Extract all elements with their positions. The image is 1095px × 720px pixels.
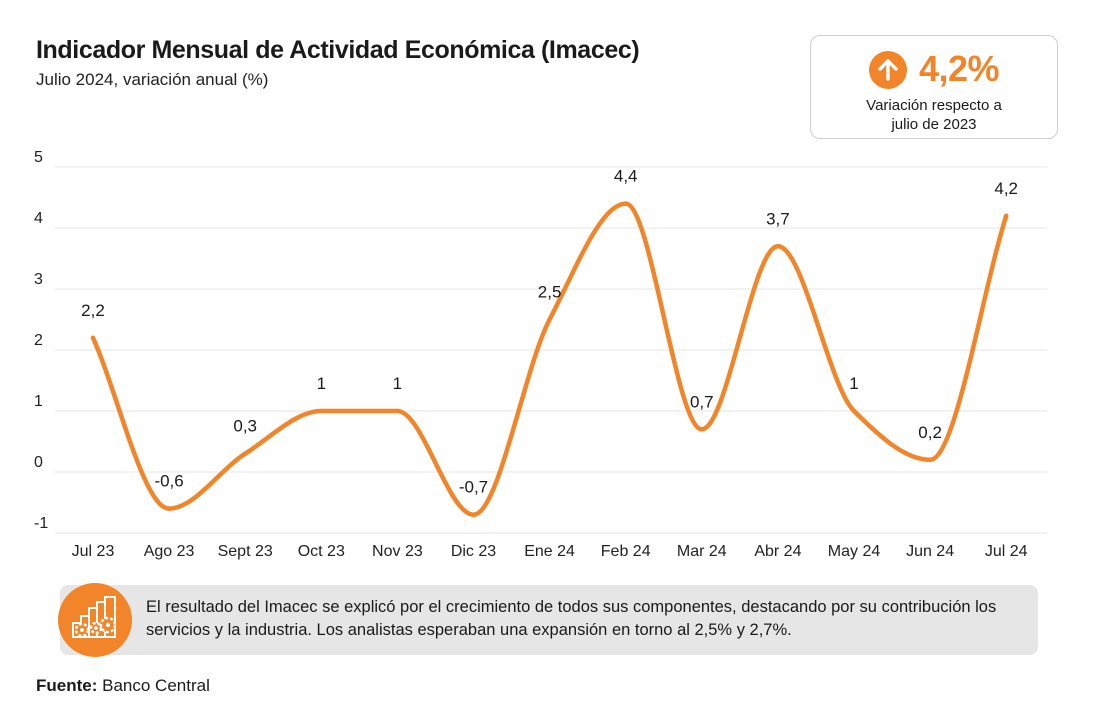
source-value: Banco Central xyxy=(102,676,210,695)
data-label: 3,7 xyxy=(766,209,790,228)
note-text: El resultado del Imacec se explicó por e… xyxy=(146,598,997,639)
y-tick-label: -1 xyxy=(34,515,48,532)
x-tick-label: Mar 24 xyxy=(677,543,727,560)
note-box xyxy=(60,585,1038,655)
data-point xyxy=(623,201,628,206)
source-line: Fuente: Banco Central xyxy=(36,676,210,696)
chart-subtitle: Julio 2024, variación anual (%) xyxy=(36,70,269,89)
arrow-up-icon xyxy=(869,51,907,89)
data-point xyxy=(471,512,476,517)
data-point xyxy=(395,408,400,414)
kpi-caption-line1: Variación respecto a xyxy=(866,97,1002,114)
x-tick-label: May 24 xyxy=(828,543,881,560)
data-label: 0,2 xyxy=(918,423,942,442)
line-chart: -1 0 1 2 3 4 5 Jul 23 Ago 23 Sept 23 Oct 23 Nov 23… xyxy=(0,140,1095,570)
x-tick-label: Ago 23 xyxy=(144,543,195,560)
x-tick-label: Jul 24 xyxy=(985,543,1028,560)
data-point xyxy=(775,244,781,249)
x-tick-label: Jun 24 xyxy=(906,543,954,560)
x-tick-label: Nov 23 xyxy=(372,543,423,560)
x-tick-label: Dic 23 xyxy=(451,543,496,560)
data-point xyxy=(851,408,857,414)
x-axis-ticks: Jul 23 Ago 23 Sept 23 Oct 23 Nov 23 Dic 23 Ene… xyxy=(72,543,1028,560)
y-tick-label: 0 xyxy=(34,454,43,471)
x-tick-label: Ene 24 xyxy=(524,543,575,560)
y-tick-label: 2 xyxy=(34,332,43,349)
kpi-caption: Variación respecto a julio de 2023 xyxy=(811,96,1057,134)
x-tick-label: Sept 23 xyxy=(218,543,273,560)
y-tick-label: 5 xyxy=(34,149,43,166)
y-tick-label: 3 xyxy=(34,271,43,288)
data-point xyxy=(699,427,704,432)
data-label-layer: 2,2 -0,6 0,3 1 1 -0,7 2,5 4,4 0,7 3,7 1 0,2 4,2 xyxy=(81,167,1018,497)
x-tick-label: Jul 23 xyxy=(72,543,115,560)
kpi-caption-line2: julio de 2023 xyxy=(891,116,977,133)
data-point xyxy=(243,451,248,456)
data-label: 2,5 xyxy=(538,283,562,302)
kpi-card: 4,2% Variación respecto a julio de 2023 xyxy=(810,35,1058,139)
y-tick-label: 1 xyxy=(34,393,43,410)
data-point xyxy=(547,317,552,322)
chart-title: Indicador Mensual de Actividad Económica… xyxy=(36,36,640,64)
industry-gears-icon xyxy=(58,583,132,657)
data-point xyxy=(927,457,933,462)
data-label: -0,6 xyxy=(154,472,183,491)
data-label: 0,3 xyxy=(233,417,257,436)
data-label: 1 xyxy=(393,374,402,393)
data-label: 0,7 xyxy=(690,392,714,411)
y-axis-ticks: -1 0 1 2 3 4 5 xyxy=(34,149,48,532)
data-label: -0,7 xyxy=(459,478,488,497)
data-label: 4,2 xyxy=(994,179,1018,198)
x-tick-label: Oct 23 xyxy=(298,543,345,560)
data-point xyxy=(1004,213,1009,218)
data-label: 1 xyxy=(317,374,326,393)
x-tick-label: Feb 24 xyxy=(601,543,651,560)
data-point xyxy=(166,506,172,511)
source-label: Fuente: xyxy=(36,676,98,695)
data-point xyxy=(90,335,96,340)
line-chart-svg: -1 0 1 2 3 4 5 Jul 23 Ago 23 Sept 23 Oct 23 Nov 23… xyxy=(34,149,1047,560)
data-label: 4,4 xyxy=(614,167,638,186)
series-line xyxy=(90,201,1009,517)
y-tick-label: 4 xyxy=(34,210,43,227)
data-point xyxy=(319,408,324,414)
data-label: 2,2 xyxy=(81,301,105,320)
series-line-layer xyxy=(90,201,1009,517)
x-tick-label: Abr 24 xyxy=(754,543,801,560)
kpi-value: 4,2% xyxy=(919,48,1000,89)
data-label: 1 xyxy=(849,374,858,393)
grid-layer xyxy=(55,166,1047,534)
